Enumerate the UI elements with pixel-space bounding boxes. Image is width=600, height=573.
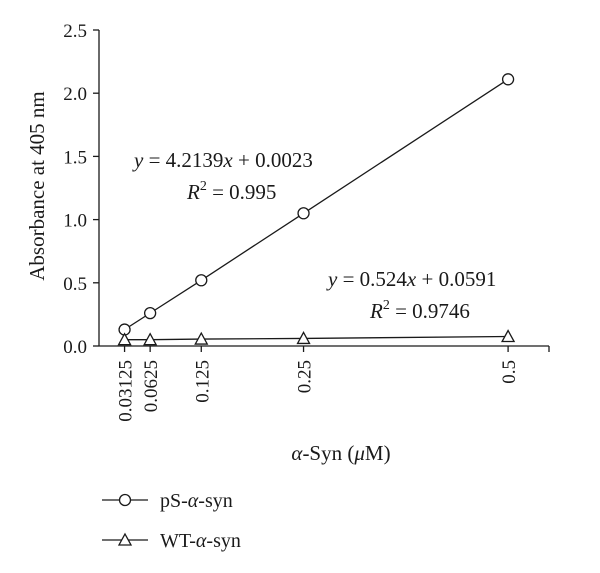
data-point-ps xyxy=(501,73,515,86)
data-point-wt xyxy=(143,332,158,346)
legend-label-ps: pS-α-syn xyxy=(160,490,233,512)
legend-label-wt: WT-α-syn xyxy=(160,530,241,552)
data-point-wt xyxy=(296,331,311,345)
annotation-wt: y = 0.524x + 0.0591 R2 = 0.9746 xyxy=(326,267,496,323)
data-point-ps xyxy=(297,207,310,220)
x-tick-label: 0.5 xyxy=(499,360,520,384)
equation-wt: y = 0.524x + 0.0591 xyxy=(326,267,496,291)
series-line-ps xyxy=(124,78,509,331)
data-point-wt xyxy=(194,331,209,345)
equation-ps: y = 4.2139x + 0.0023 xyxy=(132,148,313,172)
y-axis-title: Absorbance at 405 nm xyxy=(25,91,49,281)
legend-item-wt: WT-α-syn xyxy=(102,530,241,552)
x-tick-label: 0.125 xyxy=(192,360,213,403)
legend-marker-triangle xyxy=(117,532,133,546)
y-tick-label: 2.5 xyxy=(63,21,87,42)
y-tick-label: 2.0 xyxy=(63,84,87,105)
series-layer xyxy=(117,73,516,346)
series-line-wt xyxy=(124,335,509,341)
x-tick-label: 0.25 xyxy=(295,360,316,393)
axes xyxy=(98,30,550,352)
data-point-wt xyxy=(500,329,516,343)
y-tick-label: 1.5 xyxy=(63,147,87,168)
ticks: 0.0 0.5 1.0 1.5 2.0 2.5 0.03125 0.0625 0.125 0.25… xyxy=(63,21,520,422)
r2-wt: R2 = 0.9746 xyxy=(369,298,470,323)
x-tick-label: 0.0625 xyxy=(141,360,162,412)
data-point-ps xyxy=(195,274,208,287)
r2-ps: R2 = 0.995 xyxy=(186,179,276,204)
data-point-wt xyxy=(117,332,132,346)
legend-marker-circle xyxy=(118,493,132,507)
annotation-ps: y = 4.2139x + 0.0023 R2 = 0.995 xyxy=(132,148,313,204)
x-tick-label: 0.03125 xyxy=(116,360,137,422)
x-axis-title: α-Syn (μM) xyxy=(291,441,390,465)
y-tick-label: 1.0 xyxy=(63,211,87,232)
y-tick-label: 0.0 xyxy=(63,337,87,358)
data-point-ps xyxy=(143,306,157,320)
legend: pS-α-syn WT-α-syn xyxy=(102,490,241,552)
legend-item-ps: pS-α-syn xyxy=(102,490,233,512)
y-tick-label: 0.5 xyxy=(63,274,87,295)
